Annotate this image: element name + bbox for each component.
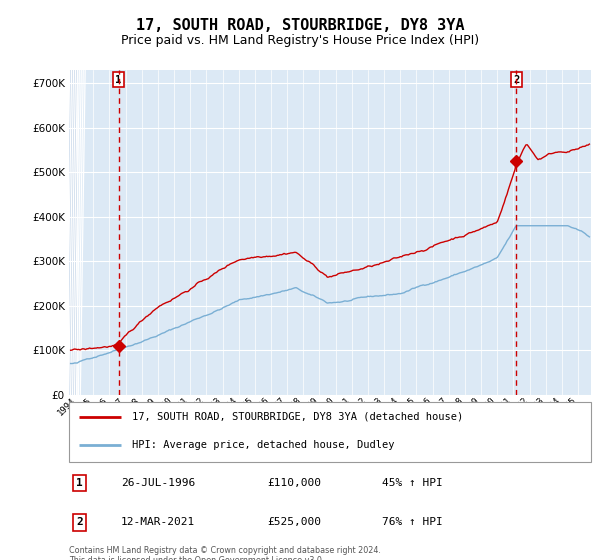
FancyBboxPatch shape (69, 402, 591, 462)
Text: HPI: Average price, detached house, Dudley: HPI: Average price, detached house, Dudl… (131, 440, 394, 450)
Text: £110,000: £110,000 (268, 478, 322, 488)
Text: 17, SOUTH ROAD, STOURBRIDGE, DY8 3YA (detached house): 17, SOUTH ROAD, STOURBRIDGE, DY8 3YA (de… (131, 412, 463, 422)
Text: 2: 2 (76, 517, 83, 527)
Text: £525,000: £525,000 (268, 517, 322, 527)
Text: 26-JUL-1996: 26-JUL-1996 (121, 478, 196, 488)
Text: 76% ↑ HPI: 76% ↑ HPI (382, 517, 443, 527)
Text: 2: 2 (514, 75, 520, 85)
Text: Price paid vs. HM Land Registry's House Price Index (HPI): Price paid vs. HM Land Registry's House … (121, 34, 479, 47)
Text: 1: 1 (76, 478, 83, 488)
Text: 12-MAR-2021: 12-MAR-2021 (121, 517, 196, 527)
Text: 1: 1 (115, 75, 122, 85)
Text: Contains HM Land Registry data © Crown copyright and database right 2024.
This d: Contains HM Land Registry data © Crown c… (69, 546, 381, 560)
Text: 17, SOUTH ROAD, STOURBRIDGE, DY8 3YA: 17, SOUTH ROAD, STOURBRIDGE, DY8 3YA (136, 18, 464, 32)
Text: 45% ↑ HPI: 45% ↑ HPI (382, 478, 443, 488)
